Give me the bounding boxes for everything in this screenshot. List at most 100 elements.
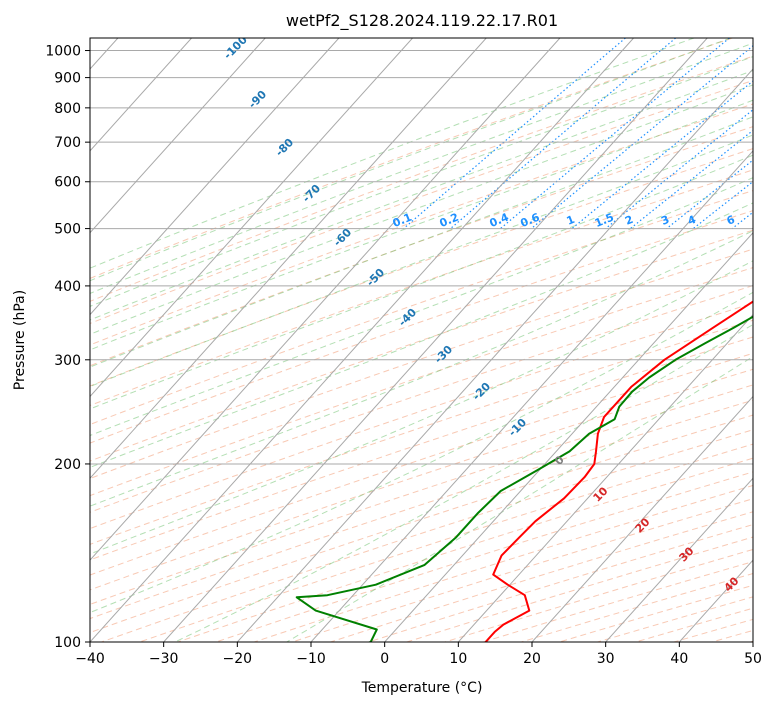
isotherm-gridline bbox=[384, 231, 753, 642]
dry-adiabat-line bbox=[90, 336, 753, 561]
moist-adiabat-label: 20 bbox=[633, 515, 653, 535]
isotherm-gridline bbox=[90, 38, 487, 480]
dry-adiabat-line bbox=[90, 126, 753, 367]
isotherm-gridline bbox=[752, 641, 753, 642]
x-tick-label: −10 bbox=[296, 651, 326, 667]
dry-adiabat-line bbox=[750, 640, 753, 642]
moist-adiabat-line bbox=[90, 202, 753, 468]
dry-adiabat-line bbox=[330, 511, 753, 642]
dry-adiabat-line bbox=[90, 248, 753, 480]
moist-adiabat-line bbox=[90, 56, 753, 307]
mixing-ratio-label: 2 bbox=[623, 213, 635, 228]
moist-adiabat-line bbox=[90, 99, 753, 351]
isotherm-gridline bbox=[90, 38, 340, 316]
axis-ticks: −40 −30 −20 −10 0 10 20 30 40 5010020030040050060… bbox=[45, 44, 762, 667]
y-tick-label: 400 bbox=[54, 279, 81, 295]
dry-adiabat-line bbox=[90, 319, 753, 545]
mixing-ratio-label: 4 bbox=[686, 213, 698, 228]
moist-adiabats bbox=[90, 38, 753, 642]
moist-adiabat-line bbox=[90, 260, 753, 555]
isotherm-gridline bbox=[90, 38, 634, 642]
dry-adiabat-line bbox=[90, 55, 753, 302]
dry-adiabat-line bbox=[90, 169, 753, 407]
dry-adiabat-line bbox=[90, 368, 753, 591]
moist-adiabat-label: -30 bbox=[432, 343, 455, 366]
mixing-ratio-label: 8 bbox=[753, 213, 765, 228]
dry-adiabat-line bbox=[90, 210, 753, 444]
moist-adiabat-line bbox=[90, 69, 753, 321]
mixing-ratio-line bbox=[500, 38, 730, 230]
moist-adiabat-label: -10 bbox=[506, 416, 529, 439]
moist-adiabat-line bbox=[90, 291, 753, 614]
mixing-ratio-label: 3 bbox=[659, 213, 671, 228]
dry-adiabat-line bbox=[90, 190, 753, 426]
x-tick-label: −40 bbox=[75, 651, 105, 667]
x-tick-label: 20 bbox=[523, 651, 541, 667]
plot-frame bbox=[89, 37, 754, 643]
x-tick-label: −20 bbox=[223, 651, 253, 667]
mixing-ratio-line bbox=[571, 80, 753, 230]
mixing-ratio-label: 1.5 bbox=[593, 211, 616, 230]
chart-title: wetPf2_S128.2024.119.22.17.R01 bbox=[286, 11, 558, 31]
mixing-ratio-line bbox=[450, 38, 676, 230]
isotherm-gridline bbox=[90, 38, 561, 561]
y-tick-label: 500 bbox=[54, 222, 81, 238]
moist-adiabat-line bbox=[90, 134, 753, 388]
isotherm-gridline bbox=[90, 38, 413, 398]
dewpoint-line bbox=[295, 315, 753, 642]
isotherm-gridline bbox=[90, 38, 192, 152]
y-axis-label: Pressure (hPa) bbox=[12, 290, 28, 390]
isotherm-gridline bbox=[163, 38, 708, 642]
y-tick-label: 700 bbox=[54, 135, 81, 151]
mixing-ratio-label: 0.6 bbox=[518, 211, 541, 230]
dry-adiabat-line bbox=[101, 429, 753, 642]
moist-adiabat-label: -20 bbox=[470, 380, 493, 403]
dry-adiabat-line bbox=[90, 229, 753, 462]
isotherm-gridline bbox=[236, 68, 753, 642]
mixing-ratio-label: 0.4 bbox=[488, 211, 511, 230]
mixing-ratio-lines bbox=[403, 38, 775, 230]
isotherm-gridline bbox=[310, 150, 753, 642]
mixing-ratio-line bbox=[761, 38, 775, 229]
isotherm-gridline bbox=[90, 38, 266, 234]
grid bbox=[90, 38, 753, 642]
mixing-ratio-line bbox=[403, 38, 626, 230]
dry-adiabat-line bbox=[90, 384, 753, 605]
dry-adiabat-line bbox=[90, 352, 753, 576]
mixing-ratio-label: 1 bbox=[565, 213, 577, 228]
y-tick-label: 800 bbox=[54, 101, 81, 117]
moist-adiabat-line bbox=[90, 38, 732, 282]
line-labels: 0.10.20.40.611.52346810131620253036-100-… bbox=[221, 38, 765, 595]
y-tick-label: 600 bbox=[54, 175, 81, 191]
y-tick-label: 100 bbox=[54, 635, 81, 651]
isotherm-gridline bbox=[457, 313, 753, 642]
mixing-ratio-line bbox=[605, 108, 753, 230]
x-tick-label: −30 bbox=[149, 651, 179, 667]
moist-adiabat-line bbox=[286, 356, 753, 642]
x-tick-label: 40 bbox=[670, 651, 688, 667]
moist-adiabat-label: -70 bbox=[300, 182, 323, 205]
temperature-line bbox=[484, 300, 753, 642]
x-tick-label: 50 bbox=[744, 651, 762, 667]
moist-adiabat-line bbox=[90, 177, 753, 437]
y-tick-label: 200 bbox=[54, 457, 81, 473]
moist-adiabat-line bbox=[90, 84, 753, 335]
dry-adiabat-line bbox=[90, 103, 753, 346]
moist-adiabat-label: -80 bbox=[273, 136, 296, 159]
x-tick-label: 10 bbox=[449, 651, 467, 667]
dry-adiabat-line bbox=[90, 79, 753, 325]
mixing-ratio-line bbox=[692, 180, 753, 230]
dry-adiabat-line bbox=[90, 302, 753, 530]
dry-adiabat-line bbox=[90, 148, 753, 387]
moist-adiabat-label: 30 bbox=[677, 544, 697, 564]
x-tick-label: 30 bbox=[597, 651, 615, 667]
isotherm-gridline bbox=[605, 477, 753, 642]
profile-lines bbox=[295, 300, 753, 642]
moist-adiabat-label: -60 bbox=[331, 226, 354, 249]
y-tick-label: 1000 bbox=[45, 44, 81, 60]
moist-adiabat-label: 10 bbox=[591, 484, 611, 504]
dry-adiabat-line bbox=[521, 572, 753, 642]
mixing-ratio-line bbox=[731, 211, 753, 230]
dry-adiabat-line bbox=[90, 414, 753, 634]
moist-adiabat-line bbox=[90, 230, 753, 507]
